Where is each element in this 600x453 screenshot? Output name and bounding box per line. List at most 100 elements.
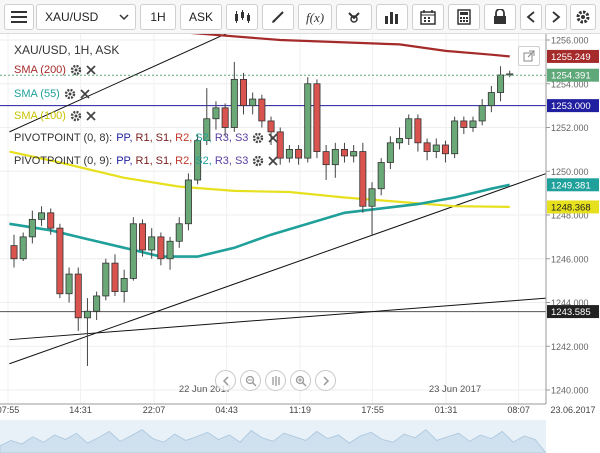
sma-100-label: SMA (100): [14, 110, 66, 122]
calculator-icon: [457, 9, 471, 25]
scroll-left-button[interactable]: [520, 4, 542, 30]
candle-body: [47, 212, 55, 229]
indicators-button[interactable]: f(x): [298, 4, 332, 30]
candle: [28, 210, 36, 244]
date-labels: 22 Jun 2017 23 Jun 2017: [179, 384, 481, 395]
candle: [129, 217, 137, 281]
price-type-button[interactable]: ASK: [180, 4, 222, 30]
sma-55-label: SMA (55): [14, 88, 60, 100]
close-icon[interactable]: [86, 111, 96, 121]
magnet-button[interactable]: [336, 4, 372, 30]
candle-body: [19, 236, 27, 260]
pivot-8-items: PP, R1, S1, R2, S2, R3, S3: [116, 132, 248, 144]
sma-55-legend: SMA (55): [14, 88, 90, 100]
candle: [377, 158, 385, 196]
reset-zoom-button[interactable]: [265, 370, 286, 391]
horizontal-levels: [0, 105, 546, 313]
trendline: [9, 172, 547, 365]
candle: [157, 232, 165, 266]
candle: [331, 142, 339, 178]
candle: [184, 173, 192, 231]
zoom-out-icon: [245, 375, 257, 387]
candle-body: [276, 131, 284, 159]
chart-type-button[interactable]: [226, 4, 258, 30]
candle: [414, 114, 422, 152]
symbol-selector[interactable]: XAU/USD: [36, 4, 136, 30]
candle-body: [166, 240, 174, 260]
menu-button[interactable]: [4, 4, 34, 30]
navigator-area: [0, 429, 547, 453]
gear-icon[interactable]: [70, 64, 82, 76]
candle-body: [258, 98, 266, 122]
navigator-strip[interactable]: [0, 420, 547, 453]
candle: [56, 223, 64, 299]
pivot-r3-label: R3,: [214, 155, 232, 167]
chevron-down-icon: [119, 14, 129, 21]
candle: [230, 61, 238, 132]
pan-right-button[interactable]: [315, 370, 336, 391]
candle: [432, 138, 440, 159]
x-tick-label: 22:07: [143, 405, 166, 415]
volume-button[interactable]: [376, 4, 408, 30]
x-tick-label: 14:31: [69, 405, 92, 415]
calendar-icon: [420, 10, 436, 25]
settings-button[interactable]: [570, 4, 596, 30]
scroll-right-button[interactable]: [545, 4, 567, 30]
reset-icon: [271, 375, 280, 386]
price-label: 1243.585: [547, 305, 599, 319]
close-icon[interactable]: [268, 133, 279, 143]
zoom-in-button[interactable]: [290, 370, 311, 391]
draw-tool-button[interactable]: [262, 4, 294, 30]
gear-icon: [576, 10, 590, 24]
candle: [497, 66, 505, 102]
candle: [38, 206, 46, 226]
close-icon[interactable]: [86, 65, 96, 75]
gear-icon[interactable]: [70, 110, 82, 122]
candle: [304, 77, 312, 163]
x-tick-label: 17:55: [361, 405, 384, 415]
price-label-text: 1253.000: [551, 101, 591, 112]
timeframe-button[interactable]: 1H: [140, 4, 176, 30]
zoom-out-button[interactable]: [240, 370, 261, 391]
popout-button[interactable]: [518, 46, 540, 66]
candle: [460, 116, 468, 135]
pivot-s1-label: S1,: [155, 132, 173, 144]
pivot-s3-label: S3: [234, 132, 249, 144]
grid: [0, 34, 546, 404]
pivot-s1-label: S1,: [155, 155, 173, 167]
gear-icon[interactable]: [64, 88, 76, 100]
candle-body: [497, 74, 505, 93]
calculator-button[interactable]: [448, 4, 480, 30]
symbol-label: XAU/USD: [45, 10, 99, 24]
candle: [396, 127, 404, 150]
calendar-button[interactable]: [412, 4, 444, 30]
candle: [102, 258, 110, 301]
pencil-icon: [272, 11, 284, 23]
candle: [221, 103, 229, 137]
candle-body: [432, 144, 440, 152]
price-label-bg: [547, 68, 599, 82]
close-icon[interactable]: [268, 156, 279, 166]
gear-icon[interactable]: [252, 155, 264, 167]
candle-body: [157, 236, 165, 260]
y-tick-label: 1244.000: [551, 298, 589, 308]
price-chart[interactable]: 1256.000 1254.000 1252.000 1250.000 1248.000…: [0, 34, 600, 453]
price-label-text: 1243.585: [551, 307, 591, 318]
pan-left-button[interactable]: [215, 370, 236, 391]
candle-body: [93, 295, 101, 312]
candle: [258, 94, 266, 128]
pivot-9-label: PIVOTPOINT (0, 9):: [14, 155, 113, 167]
candle-body: [203, 118, 211, 142]
candle: [83, 298, 91, 366]
candle: [295, 145, 303, 165]
candle-body: [148, 236, 156, 251]
candle-body: [396, 138, 404, 144]
trendline: [9, 297, 547, 341]
candle-body: [441, 144, 449, 155]
lock-button[interactable]: [484, 4, 516, 30]
candle-body: [221, 107, 229, 128]
candle: [120, 269, 128, 303]
gear-icon[interactable]: [252, 132, 264, 144]
close-icon[interactable]: [80, 89, 90, 99]
candles: [10, 61, 514, 366]
